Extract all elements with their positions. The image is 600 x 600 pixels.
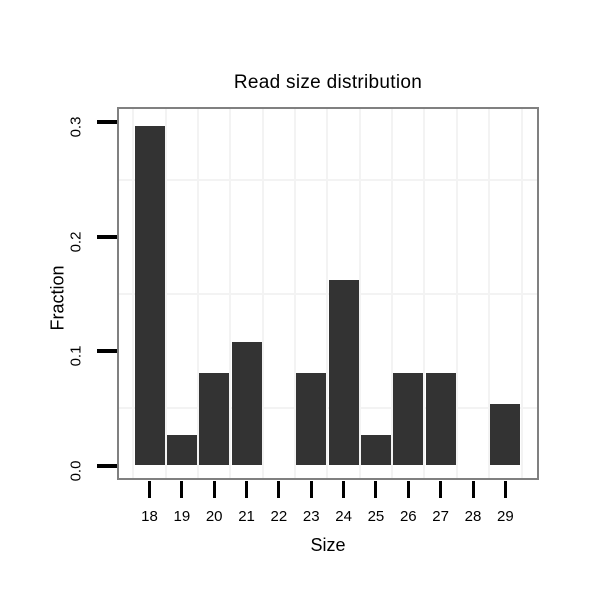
bar [360,434,391,466]
y-tick-label: 0.2 [67,231,85,253]
x-tick-label: 27 [432,508,449,525]
x-tick-label: 29 [497,508,514,525]
y-tick-label: 0.0 [67,460,85,481]
x-tick-label: 19 [173,508,191,525]
y-tick [97,234,117,239]
bar [296,372,327,466]
x-tick-label: 22 [270,508,288,525]
grid-line-horizontal [119,292,537,295]
x-tick [342,481,346,498]
x-tick-label: 25 [367,508,385,525]
x-tick [471,481,475,498]
x-tick-label: 28 [464,508,482,525]
bar [166,434,197,466]
x-tick [439,481,443,498]
bar [231,341,262,466]
x-tick-label: 21 [238,508,255,525]
bar [199,372,230,466]
bar [134,125,165,466]
x-tick-label: 18 [141,508,158,525]
bar [393,372,424,466]
x-tick [212,481,216,498]
x-tick-label: 20 [205,508,223,525]
x-tick [503,481,507,498]
y-tick [97,463,117,468]
y-tick [97,120,117,125]
x-tick [148,481,151,498]
grid-line-horizontal [119,407,537,410]
x-tick [245,481,249,498]
x-axis-title: Size [310,535,346,555]
bar [328,280,359,466]
x-tick [374,481,378,498]
y-tick-label: 0.3 [67,116,85,138]
grid-line-horizontal [119,178,537,181]
y-tick [97,349,117,354]
bar [425,372,456,466]
x-tick [406,481,410,498]
bar [490,403,521,466]
chart-title: Read size distribution [233,72,423,93]
y-tick-label: 0.1 [67,345,85,367]
plot-panel [117,107,539,480]
x-tick-label: 23 [302,508,320,525]
y-axis-title: Fraction [47,265,68,331]
x-tick [309,481,313,498]
x-tick [180,481,184,498]
x-tick-label: 24 [335,508,352,525]
x-tick-label: 26 [399,508,417,525]
x-tick [277,481,281,498]
